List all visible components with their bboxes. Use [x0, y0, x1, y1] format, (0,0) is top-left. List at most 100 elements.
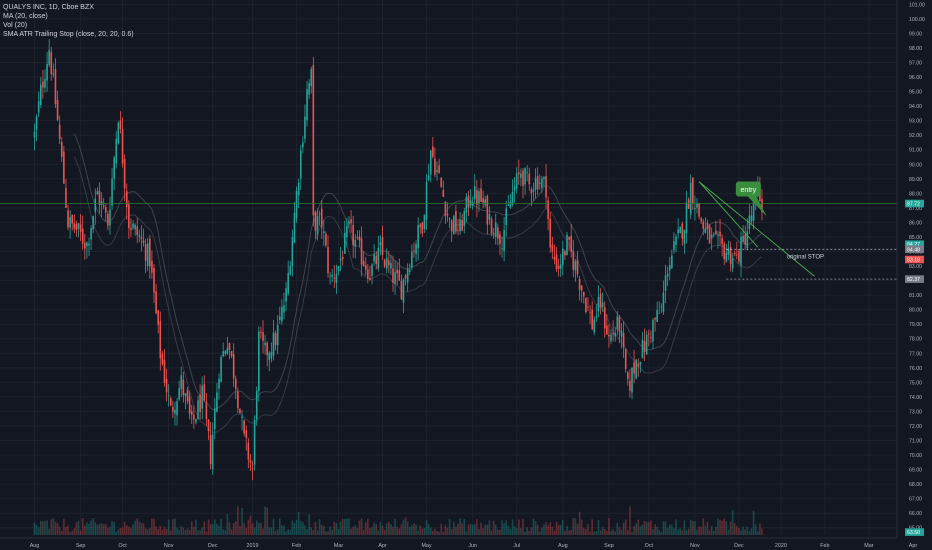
candle-body — [197, 400, 199, 420]
volume-bar — [285, 531, 287, 535]
volume-bar — [398, 528, 401, 535]
candle-body — [241, 416, 243, 419]
volume-bar — [388, 521, 390, 535]
volume-bar — [738, 528, 740, 535]
volume-bar — [65, 526, 67, 535]
candle-body — [524, 168, 526, 185]
candle-body — [302, 142, 304, 148]
volume-bar — [754, 524, 757, 535]
candle-body — [320, 208, 323, 228]
candle-body — [681, 223, 684, 239]
time-tick-label: Mar — [864, 543, 873, 549]
volume-bar — [33, 522, 36, 535]
candle-body — [448, 218, 451, 220]
candle-body — [390, 262, 392, 269]
candle-body — [84, 242, 86, 249]
volume-bar — [756, 531, 759, 535]
price-tick-label: 68.00 — [909, 482, 922, 488]
candle-body — [490, 218, 493, 234]
volume-bar — [574, 518, 577, 535]
candle-body — [715, 230, 717, 235]
legend-atr-stop[interactable]: SMA ATR Trailing Stop (close, 20, 20, 0.… — [3, 31, 134, 38]
volume-bar — [708, 530, 711, 535]
candle-body — [207, 419, 210, 432]
candle-body — [69, 217, 71, 228]
candle-body — [578, 279, 581, 290]
volume-bar — [163, 526, 166, 535]
legend-symbol[interactable]: QUALYS INC, 1D, Cboe BZX — [3, 4, 94, 11]
volume-bar — [46, 520, 48, 535]
volume-bar — [377, 530, 380, 535]
candle-body — [243, 420, 245, 434]
candle-body — [98, 190, 101, 205]
candle-body — [473, 186, 476, 200]
candle-body — [517, 172, 520, 175]
volume-bar — [411, 525, 413, 535]
candle-body — [346, 226, 348, 238]
volume-bar — [237, 506, 239, 535]
candle-body — [375, 255, 378, 264]
legend-ma[interactable]: MA (20, close) — [3, 13, 48, 20]
time-tick-label: Nov — [690, 543, 700, 549]
volume-bar — [367, 518, 369, 535]
candle-body — [712, 234, 715, 236]
price-badge-bg — [905, 275, 924, 283]
candle-body — [104, 207, 107, 213]
candle-body — [432, 146, 434, 157]
volume-bar — [157, 528, 159, 535]
candles — [33, 39, 763, 481]
time-tick-label: Dec — [208, 543, 218, 549]
candle-body — [341, 256, 344, 260]
candle-body — [599, 294, 602, 308]
volume-bar — [589, 531, 591, 535]
trendline — [698, 181, 759, 248]
volume-bar — [645, 521, 648, 535]
candle-body — [538, 182, 541, 185]
candle-body — [283, 305, 285, 313]
candle-body — [591, 309, 593, 330]
candle-body — [398, 270, 401, 281]
volume-bar — [234, 521, 237, 535]
candle-body — [427, 175, 430, 180]
candle-body — [35, 116, 38, 130]
candle-body — [251, 468, 254, 469]
volume-bar — [352, 526, 354, 535]
candle-body — [629, 380, 631, 391]
candle-body — [446, 213, 449, 216]
volume-bar — [107, 527, 109, 535]
volume-bar — [698, 526, 700, 535]
volume-bar — [457, 523, 459, 535]
candle-body — [585, 298, 587, 313]
candle-body — [423, 214, 426, 229]
price-tick-label: 79.00 — [909, 322, 922, 328]
volume-bar — [488, 520, 491, 535]
price-tick-label: 74.00 — [909, 395, 922, 401]
volume-bar — [530, 527, 533, 535]
volume-bar — [459, 518, 461, 535]
candle-body — [450, 220, 453, 232]
price-tick-label: 85.00 — [909, 235, 922, 241]
volume-bar — [69, 531, 71, 535]
candle-body — [264, 342, 266, 346]
candle-body — [220, 357, 222, 382]
candle-body — [161, 353, 164, 365]
volume-bar — [473, 524, 476, 535]
candle-body — [90, 228, 92, 240]
candle-body — [356, 237, 359, 238]
candle-body — [325, 233, 327, 246]
candle-body — [744, 234, 747, 245]
time-tick-label: Sep — [76, 543, 86, 549]
volume-bar — [201, 527, 204, 535]
candle-body — [113, 157, 115, 179]
volume-bar — [358, 520, 361, 535]
candle-body — [603, 307, 606, 329]
volume-bar — [172, 519, 174, 535]
volume-bar — [98, 524, 101, 535]
volume-bar — [318, 519, 321, 535]
volume-bar — [549, 522, 552, 535]
price-tick-label: 93.00 — [909, 119, 922, 125]
candle-body — [239, 408, 241, 414]
candle-body — [71, 214, 74, 224]
legend-volume[interactable]: Vol (20) — [3, 22, 28, 29]
